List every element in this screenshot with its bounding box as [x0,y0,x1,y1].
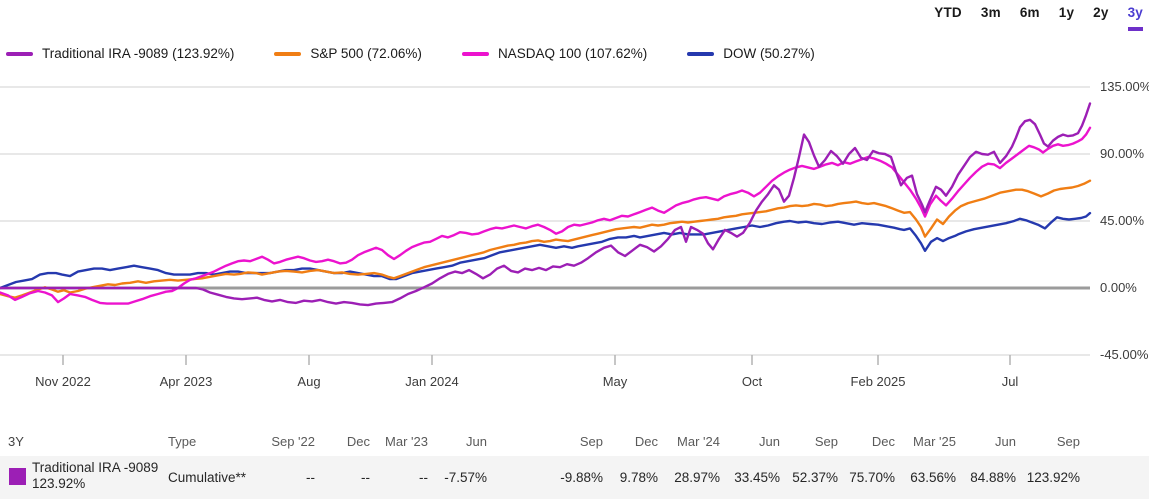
table-column-header: Jun [995,434,1016,449]
series-line-traditional-ira-9089 [0,102,1092,307]
table-period-label: 3Y [8,434,24,449]
legend-item-0[interactable]: Traditional IRA -9089 (123.92%) [6,46,234,61]
legend-swatch [274,51,302,56]
legend-swatch [687,51,715,56]
table-column-header: Sep [814,434,838,449]
table-value-cell: -9.88% [560,470,603,485]
x-axis-label: Jan 2024 [405,374,459,389]
table-value-cell: -7.57% [444,470,487,485]
account-name-cell: Traditional IRA -9089 123.92% [32,460,158,492]
table-value-cell: 84.88% [970,470,1016,485]
account-return: 123.92% [32,476,86,491]
table-value-cell: -- [361,470,370,485]
table-value-cell: 52.37% [792,470,838,485]
x-axis-label: Nov 2022 [35,374,91,389]
table-value-cell: 9.78% [619,470,658,485]
tab-6m[interactable]: 6m [1019,5,1040,20]
table-column-header: Dec [871,434,895,449]
x-axis-label: Jul [1001,374,1019,389]
tab-3m[interactable]: 3m [980,5,1001,20]
table-column-header: Dec [346,434,370,449]
series-color-swatch [9,468,26,485]
series-line-dow [0,211,1092,290]
table-column-header: Mar '24 [677,434,720,449]
series-line-nasdaq-100 [0,126,1092,305]
legend-item-2[interactable]: NASDAQ 100 (107.62%) [461,46,648,61]
table-value-cell: 28.97% [674,470,720,485]
time-range-tabs: YTD 3m 6m 1y 2y 3y [934,5,1143,31]
account-name: Traditional IRA -9089 [32,460,159,475]
tab-3y[interactable]: 3y [1127,5,1143,31]
y-axis-label: 45.00% [1100,213,1145,228]
legend-item-1[interactable]: S&P 500 (72.06%) [274,46,422,61]
tab-ytd[interactable]: YTD [934,5,962,20]
table-column-header: Mar '25 [913,434,956,449]
table-type-header: Type [168,434,197,449]
y-axis-label: 135.00% [1100,79,1149,94]
table-value-cell: 33.45% [734,470,780,485]
table-column-header: Dec [634,434,658,449]
table-value-cell: -- [306,470,315,485]
table-column-header: Sep [1056,434,1080,449]
y-axis-label: -45.00% [1100,347,1149,362]
chart-legend: Traditional IRA -9089 (123.92%) S&P 500 (… [6,46,815,61]
x-axis-label: Aug [297,374,321,389]
table-row [0,456,1149,499]
legend-label: S&P 500 (72.06%) [310,46,422,61]
legend-label: Traditional IRA -9089 (123.92%) [42,46,235,61]
table-column-header: Jun [466,434,487,449]
legend-label: NASDAQ 100 (107.62%) [497,46,648,61]
x-axis-label: Oct [741,374,763,389]
legend-item-3[interactable]: DOW (50.27%) [687,46,815,61]
table-column-header: Jun [759,434,780,449]
y-axis-label: 0.00% [1100,280,1137,295]
legend-swatch [6,51,33,56]
series-line-s-p-500 [0,179,1092,299]
table-value-cell: -- [419,470,428,485]
line-chart[interactable] [0,0,1149,420]
table-column-header: Mar '23 [385,434,428,449]
legend-swatch [461,51,489,56]
y-axis-label: 90.00% [1100,146,1145,161]
table-column-header: Sep '22 [271,434,315,449]
table-value-cell: 123.92% [1026,470,1080,485]
tab-2y[interactable]: 2y [1093,5,1109,20]
table-column-header: Sep [579,434,603,449]
tab-1y[interactable]: 1y [1058,5,1075,20]
x-axis-label: Feb 2025 [850,374,906,389]
table-value-cell: 75.70% [849,470,895,485]
row-type-cell: Cumulative** [168,470,247,485]
table-value-cell: 63.56% [910,470,956,485]
x-axis-label: May [602,374,628,389]
x-axis-label: Apr 2023 [159,374,213,389]
legend-label: DOW (50.27%) [723,46,815,61]
